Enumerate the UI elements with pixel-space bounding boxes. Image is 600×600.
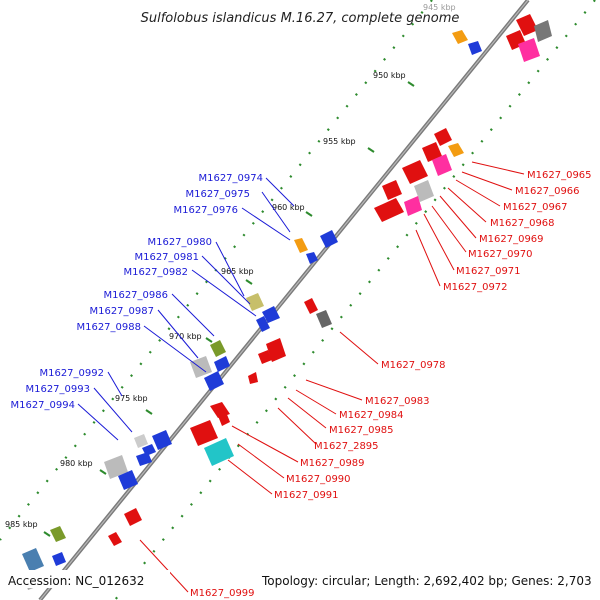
gene-label[interactable]: M1627_0965 bbox=[527, 170, 592, 181]
gene-label[interactable]: M1627_0994 bbox=[10, 400, 75, 411]
gene-feature[interactable] bbox=[190, 356, 212, 378]
gene-feature[interactable] bbox=[246, 293, 264, 311]
gene-feature[interactable] bbox=[382, 180, 402, 200]
gene-label[interactable]: M1627_0980 bbox=[147, 237, 212, 248]
scale-label: 975 kbp bbox=[115, 394, 148, 403]
gene-label[interactable]: M1627_0972 bbox=[443, 282, 508, 293]
gene-feature[interactable] bbox=[136, 452, 152, 466]
gene-feature[interactable] bbox=[432, 154, 452, 176]
forward-genes bbox=[22, 30, 482, 590]
gene-feature[interactable] bbox=[294, 238, 308, 253]
gene-feature[interactable] bbox=[152, 430, 172, 450]
gene-label[interactable]: M1627_0985 bbox=[329, 425, 394, 436]
gene-label[interactable]: M1627_0989 bbox=[300, 458, 365, 469]
gene-feature[interactable] bbox=[448, 143, 464, 157]
accession-backdrop bbox=[0, 570, 170, 588]
gene-feature[interactable] bbox=[306, 252, 318, 264]
reverse-leader-lines bbox=[139, 161, 525, 593]
scale-label: 985 kbp bbox=[5, 520, 38, 529]
map-title: Sulfolobus islandicus M.16.27, complete … bbox=[141, 11, 460, 26]
gene-feature[interactable] bbox=[52, 552, 66, 566]
gene-label[interactable]: M1627_0978 bbox=[381, 360, 446, 371]
gene-feature[interactable] bbox=[104, 455, 128, 479]
gene-label[interactable]: M1627_0990 bbox=[286, 474, 351, 485]
gene-feature[interactable] bbox=[22, 548, 44, 572]
gene-label[interactable]: M1627_0986 bbox=[103, 290, 168, 301]
gene-feature[interactable] bbox=[304, 298, 318, 314]
gene-label[interactable]: M1627_0983 bbox=[365, 396, 430, 407]
gene-feature[interactable] bbox=[516, 14, 538, 36]
scale-dashes bbox=[43, 81, 415, 537]
genome-summary-text: Topology: circular; Length: 2,692,402 bp… bbox=[261, 574, 592, 588]
gene-feature[interactable] bbox=[518, 38, 540, 62]
gene-label[interactable]: M1627_0970 bbox=[468, 249, 533, 260]
gene-label[interactable]: M1627_0988 bbox=[76, 322, 141, 333]
gene-label[interactable]: M1627_0969 bbox=[479, 234, 544, 245]
gene-label[interactable]: M1627_0974 bbox=[198, 173, 263, 184]
inner-tick-track bbox=[114, 0, 596, 600]
gene-feature[interactable] bbox=[422, 142, 442, 162]
gene-feature[interactable] bbox=[262, 306, 280, 323]
gene-label[interactable]: M1627_0982 bbox=[123, 267, 188, 278]
gene-feature[interactable] bbox=[434, 128, 452, 146]
gene-feature[interactable] bbox=[118, 470, 138, 490]
gene-label[interactable]: M1627_0984 bbox=[339, 410, 404, 421]
gene-label[interactable]: M1627_0992 bbox=[39, 368, 104, 379]
gene-feature[interactable] bbox=[320, 230, 338, 248]
gene-label[interactable]: M1627_0967 bbox=[503, 202, 568, 213]
gene-label[interactable]: M1627_0975 bbox=[185, 189, 250, 200]
scale-label: 980 kbp bbox=[60, 459, 93, 468]
gene-feature[interactable] bbox=[248, 372, 258, 384]
gene-feature[interactable] bbox=[204, 438, 234, 466]
gene-feature[interactable] bbox=[374, 198, 404, 222]
gene-label[interactable]: M1627_0976 bbox=[173, 205, 238, 216]
gene-feature[interactable] bbox=[256, 316, 270, 332]
gene-feature[interactable] bbox=[402, 160, 428, 184]
gene-feature[interactable] bbox=[414, 180, 434, 202]
forward-gene-labels: M1627_0974 M1627_0975 M1627_0976 M1627_0… bbox=[10, 173, 263, 411]
genome-backbone-highlight bbox=[39, 0, 529, 600]
gene-label[interactable]: M1627_0991 bbox=[274, 490, 339, 501]
reverse-genes bbox=[108, 14, 552, 546]
scale-label: 970 kbp bbox=[169, 332, 202, 341]
gene-feature[interactable] bbox=[316, 310, 332, 328]
gene-feature[interactable] bbox=[190, 420, 218, 446]
gene-label[interactable]: M1627_0968 bbox=[490, 218, 555, 229]
gene-feature[interactable] bbox=[124, 508, 142, 526]
gene-label[interactable]: M1627_0999 bbox=[190, 588, 255, 599]
gene-feature[interactable] bbox=[218, 412, 230, 426]
gene-feature[interactable] bbox=[134, 434, 148, 448]
scale-label: 955 kbp bbox=[323, 137, 356, 146]
scale-label: 950 kbp bbox=[373, 71, 406, 80]
reverse-gene-labels: M1627_0965 M1627_0966 M1627_0967 M1627_0… bbox=[190, 170, 592, 599]
gene-label[interactable]: M1627_0993 bbox=[25, 384, 90, 395]
gene-feature[interactable] bbox=[534, 20, 552, 42]
gene-feature[interactable] bbox=[214, 356, 230, 372]
gene-feature[interactable] bbox=[210, 340, 226, 357]
gene-feature[interactable] bbox=[204, 371, 224, 391]
scale-label: 960 kbp bbox=[272, 203, 305, 212]
gene-feature[interactable] bbox=[258, 350, 272, 364]
gene-label[interactable]: M1627_0966 bbox=[515, 186, 580, 197]
gene-label[interactable]: M1627_0987 bbox=[89, 306, 154, 317]
gene-label[interactable]: M1627_0971 bbox=[456, 266, 521, 277]
gene-feature[interactable] bbox=[50, 526, 66, 542]
gene-feature[interactable] bbox=[452, 30, 468, 44]
accession-text: Accession: NC_012632 bbox=[8, 574, 144, 588]
gene-feature[interactable] bbox=[266, 338, 286, 362]
scale-label: 945 kbp bbox=[423, 3, 456, 12]
gene-feature[interactable] bbox=[108, 532, 122, 546]
summary-backdrop bbox=[258, 570, 600, 588]
gene-label[interactable]: M1627_2895 bbox=[314, 441, 379, 452]
scale-label: 965 kbp bbox=[221, 267, 254, 276]
gene-feature[interactable] bbox=[404, 196, 422, 216]
gene-label[interactable]: M1627_0981 bbox=[134, 252, 199, 263]
forward-leader-lines bbox=[77, 177, 295, 441]
gene-feature[interactable] bbox=[468, 41, 482, 55]
